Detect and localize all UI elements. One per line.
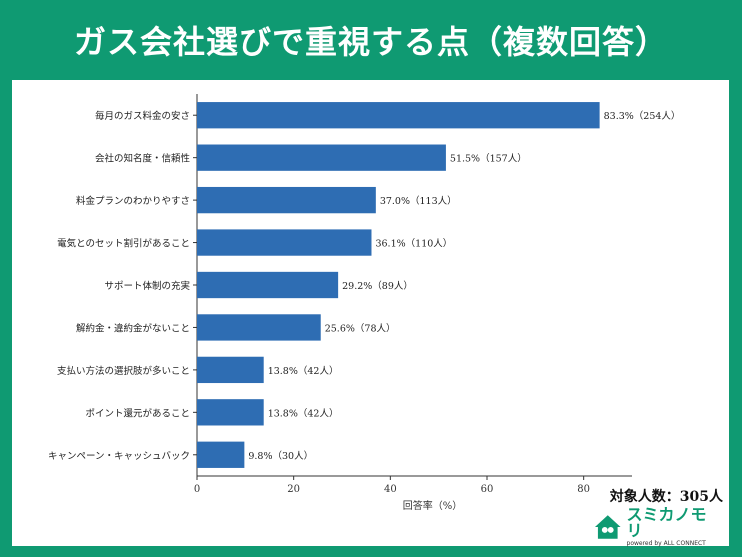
page-title: ガス会社選びで重視する点（複数回答） [73,23,668,61]
chart-panel: 0 20 40 60 80 回答率（%） 毎月のガス料金の安さ 83.3%（254人） 会社の知… [12,80,729,547]
data-label: 83.3%（254人） [604,110,681,122]
x-tick-label: 60 [481,484,494,495]
logo-name: スミカノモリ [626,505,707,540]
bar [197,271,339,299]
x-axis-label: 回答率（%） [403,499,463,512]
bar [197,441,245,468]
category-label: 電気とのセット割引があること [57,238,190,250]
data-label: 51.5%（157人） [450,153,527,165]
house-logo-icon [594,515,621,539]
x-tick-label: 40 [384,484,397,495]
data-label: 13.8%（42人） [268,365,339,377]
x-tick-label: 80 [577,484,590,495]
category-label: サポート体制の充実 [104,280,190,292]
bar [197,102,600,129]
logo-subtitle: powered by ALL CONNECT [626,540,706,547]
category-label: 毎月のガス料金の安さ [95,110,190,122]
title-bar: ガス会社選びで重視する点（複数回答） [0,0,742,80]
data-label: 37.0%（113人） [380,195,457,207]
bar [197,399,264,426]
data-label: 25.6%（78人） [325,322,396,334]
category-label: 支払い方法の選択肢が多いこと [57,365,190,377]
bar [197,186,376,214]
data-label: 36.1%（110人） [375,238,452,250]
bar [197,229,372,256]
data-label: 29.2%（89人） [342,280,413,292]
bar [197,356,264,384]
data-label: 9.8%（30人） [248,450,313,462]
site-logo: スミカノモリ powered by ALL CONNECT [593,505,721,547]
x-tick-label: 20 [287,484,300,495]
bar [197,144,446,171]
category-label: 解約金・違約金がないこと [76,322,190,334]
x-tick-label: 0 [194,484,200,495]
sample-size-note: 対象人数：305人 [609,489,723,505]
category-label: ポイント還元があること [85,407,190,419]
bar-chart: 0 20 40 60 80 回答率（%） 毎月のガス料金の安さ 83.3%（254人） 会社の知… [48,94,681,512]
bar [197,314,321,341]
category-label: 料金プランのわかりやすさ [76,195,190,207]
category-label: 会社の知名度・信頼性 [95,153,191,165]
data-label: 13.8%（42人） [268,407,339,419]
category-label: キャンペーン・キャッシュバック [48,451,190,462]
